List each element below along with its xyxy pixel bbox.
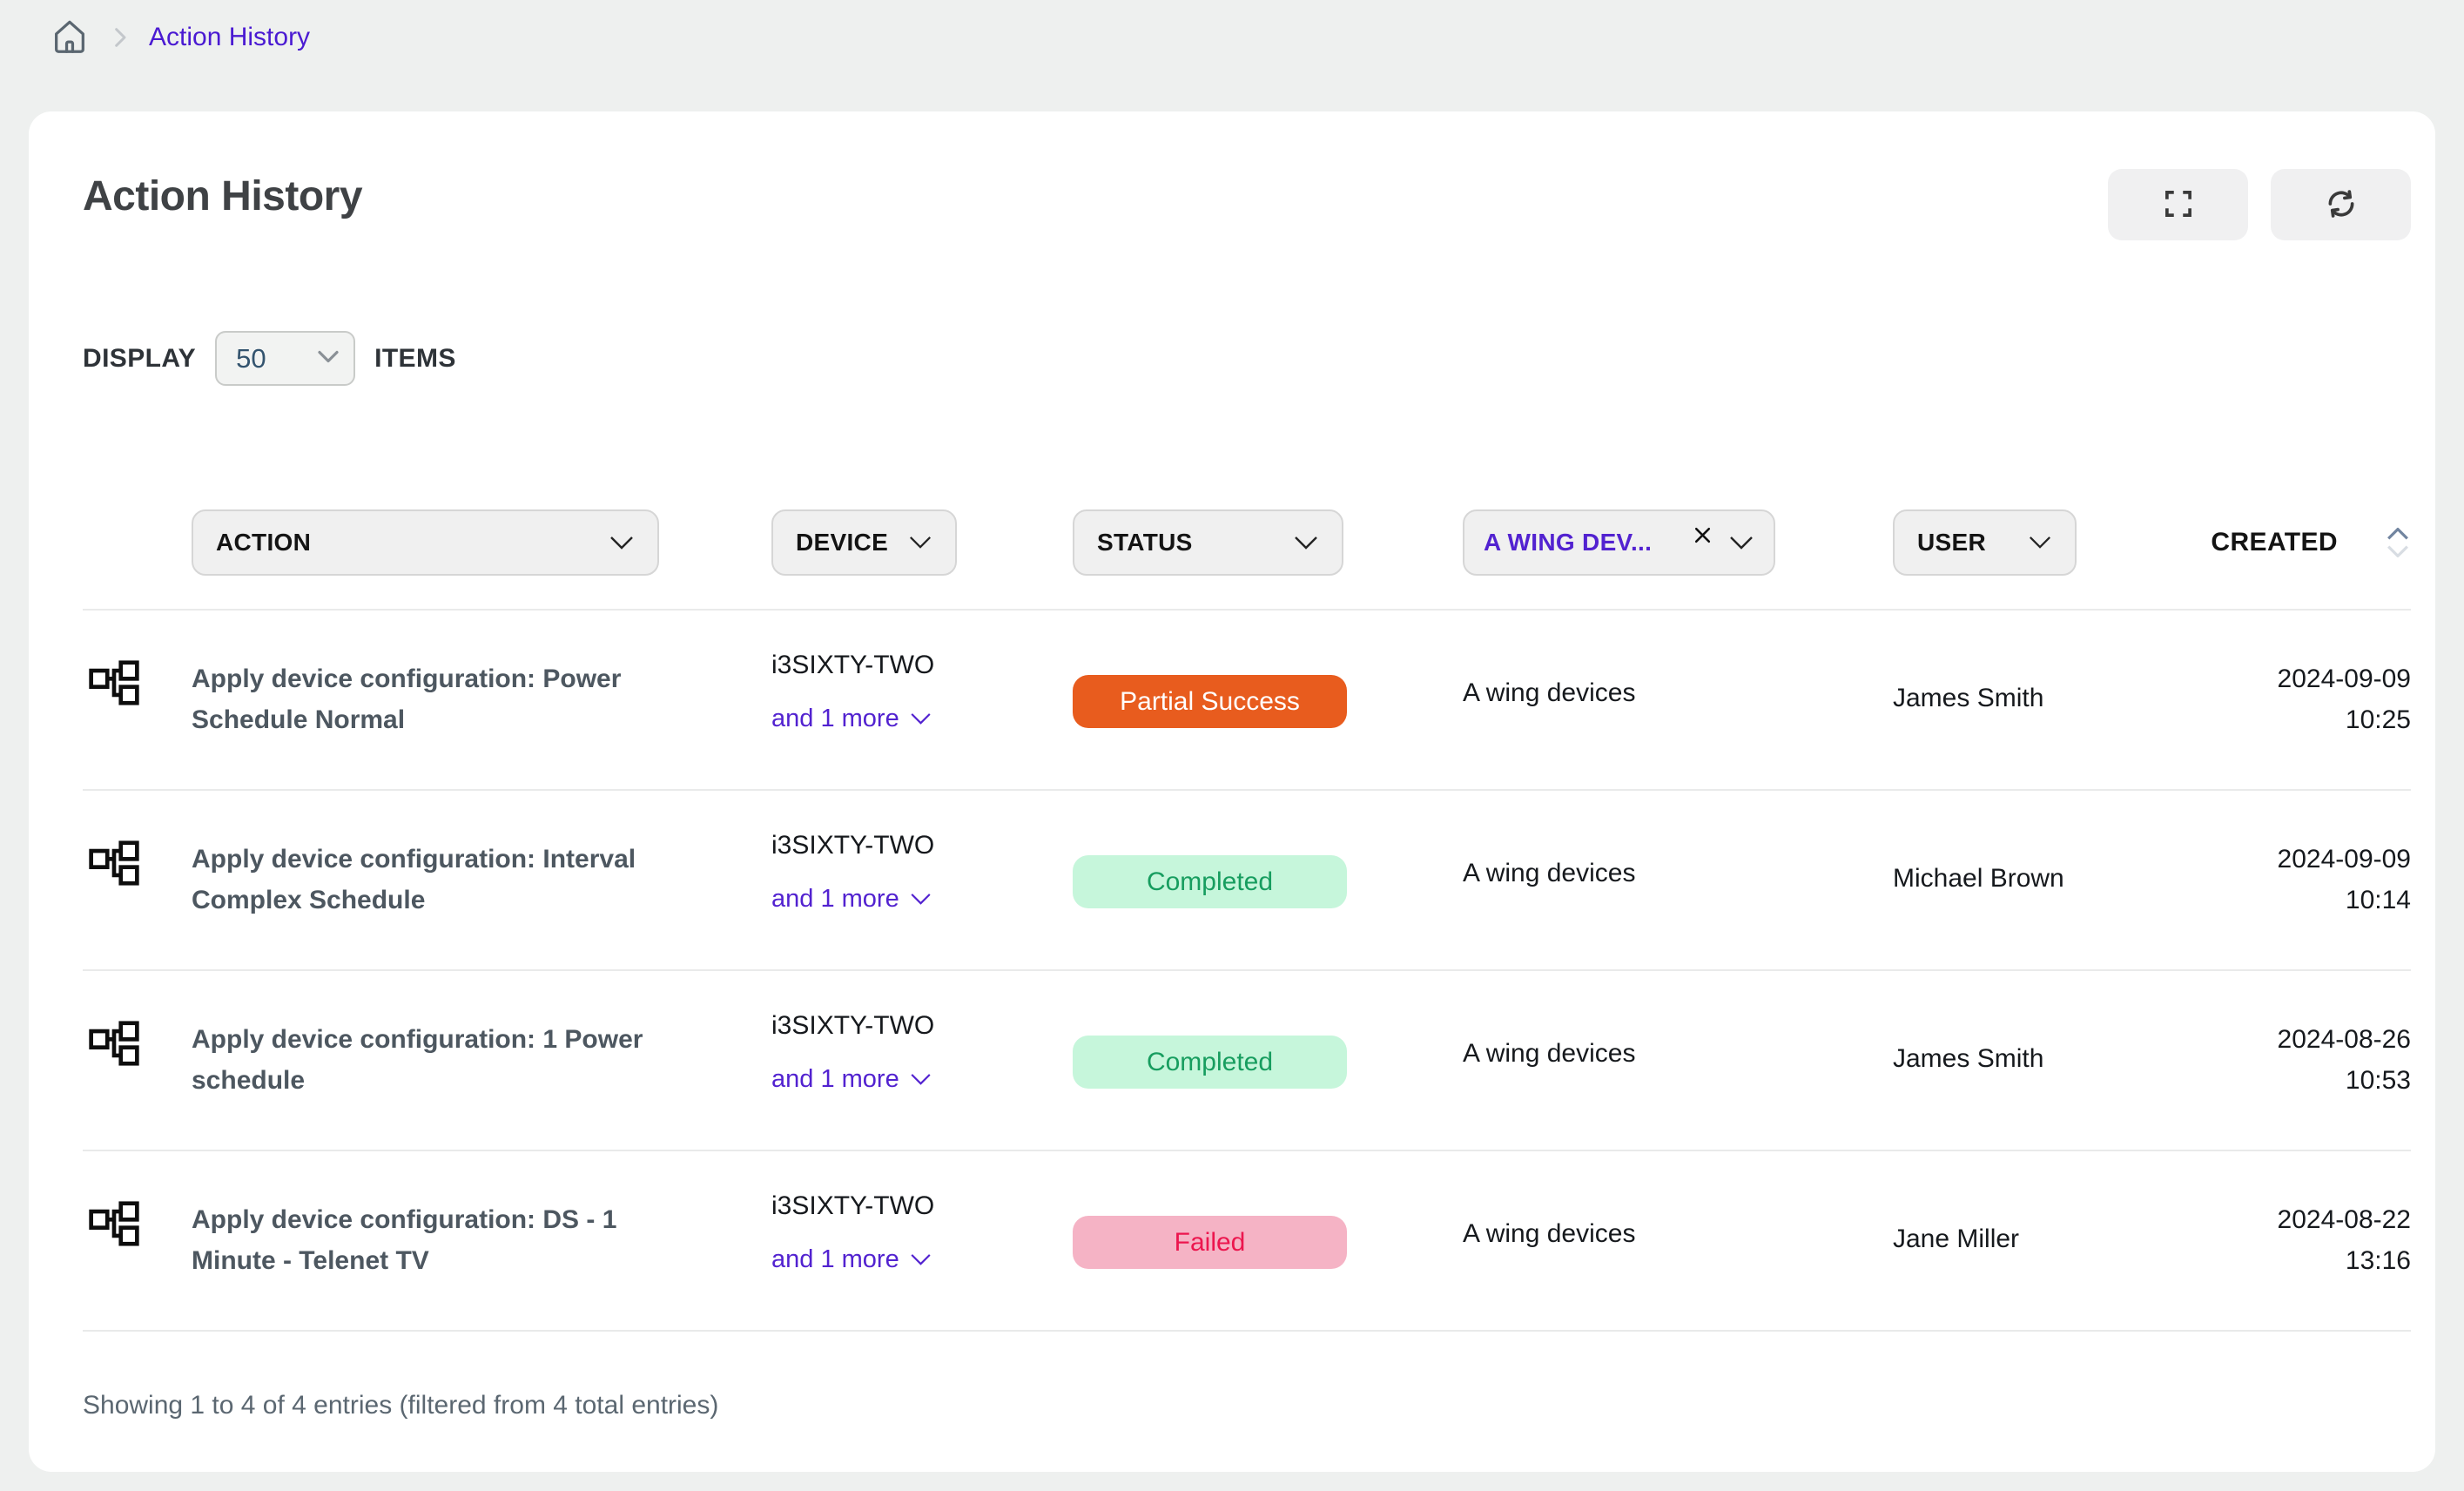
chevron-down-icon	[2030, 536, 2050, 549]
user-name: James Smith	[1893, 684, 2044, 712]
fullscreen-button[interactable]	[2108, 169, 2248, 240]
device-group: A wing devices	[1463, 859, 1636, 887]
sitemap-icon	[83, 651, 192, 714]
table-row: Apply device configuration: Power Schedu…	[83, 611, 2411, 791]
fullscreen-icon	[2160, 186, 2197, 225]
breadcrumb-link-action-history[interactable]: Action History	[149, 23, 311, 51]
action-filter-label: ACTION	[216, 529, 312, 556]
home-icon	[50, 17, 90, 59]
created-header-label: CREATED	[2211, 528, 2338, 557]
created-cell: 2024-08-22 13:16	[2203, 1191, 2411, 1281]
refresh-icon	[2322, 185, 2360, 226]
status-badge: Completed	[1073, 1036, 1347, 1089]
action-filter-button[interactable]: ACTION	[192, 509, 659, 576]
device-group: A wing devices	[1463, 1039, 1636, 1068]
chevron-down-icon	[1295, 536, 1317, 550]
created-date: 2024-09-09	[2277, 845, 2411, 874]
items-per-page-select[interactable]: 50	[215, 331, 356, 386]
sitemap-icon	[83, 1011, 192, 1075]
chevron-right-icon	[105, 24, 133, 51]
device-filter-label: DEVICE	[796, 529, 889, 556]
status-cell: Completed	[1073, 1011, 1463, 1089]
action-title: Apply device configuration: Interval Com…	[192, 845, 636, 914]
chevron-down-icon	[910, 536, 931, 549]
device-name: i3SIXTY-TWO	[771, 1011, 935, 1040]
chevron-down-icon	[911, 1074, 931, 1085]
status-cell: Partial Success	[1073, 651, 1463, 728]
user-name: Jane Miller	[1893, 1225, 2020, 1253]
sitemap-icon	[83, 831, 192, 894]
chevron-down-icon	[911, 894, 931, 905]
action-title: Apply device configuration: 1 Power sche…	[192, 1025, 643, 1095]
action-history-card: Action History	[29, 111, 2435, 1472]
created-date: 2024-09-09	[2277, 665, 2411, 693]
status-badge: Failed	[1073, 1216, 1347, 1269]
user-filter-label: USER	[1917, 529, 1986, 556]
chevron-down-icon	[911, 1254, 931, 1265]
chevron-down-icon	[610, 536, 633, 550]
display-control: DISPLAY 50 ITEMS	[83, 331, 2411, 386]
table-row: Apply device configuration: 1 Power sche…	[83, 971, 2411, 1151]
device-name: i3SIXTY-TWO	[771, 1191, 935, 1220]
table-row: Apply device configuration: DS - 1 Minut…	[83, 1151, 2411, 1332]
page-title: Action History	[83, 173, 363, 219]
user-filter-button[interactable]: USER	[1893, 509, 2077, 576]
header-actions	[2108, 169, 2411, 240]
device-more-link[interactable]: and 1 more	[771, 885, 1073, 914]
created-time: 10:25	[2345, 705, 2411, 734]
created-cell: 2024-09-09 10:25	[2203, 651, 2411, 740]
created-time: 10:14	[2345, 885, 2411, 914]
created-time: 10:53	[2345, 1065, 2411, 1095]
created-cell: 2024-09-09 10:14	[2203, 831, 2411, 921]
status-badge: Partial Success	[1073, 675, 1347, 728]
device-cell: i3SIXTY-TWO and 1 more	[771, 651, 1073, 733]
sort-desc-icon	[2387, 545, 2408, 558]
created-date: 2024-08-22	[2277, 1205, 2411, 1234]
device-name: i3SIXTY-TWO	[771, 831, 935, 860]
created-time: 13:16	[2345, 1245, 2411, 1275]
items-per-page-value: 50	[236, 342, 266, 374]
status-cell: Completed	[1073, 831, 1463, 908]
created-column-header[interactable]: CREATED	[2203, 526, 2411, 559]
home-breadcrumb-button[interactable]	[50, 17, 90, 59]
clear-filter-icon[interactable]	[1691, 523, 1714, 547]
chevron-down-icon	[1730, 536, 1753, 550]
group-filter-button[interactable]: A WING DEV...	[1463, 509, 1775, 576]
action-title: Apply device configuration: DS - 1 Minut…	[192, 1205, 617, 1275]
table-row: Apply device configuration: Interval Com…	[83, 791, 2411, 971]
sort-icons[interactable]	[2385, 526, 2411, 559]
device-filter-button[interactable]: DEVICE	[771, 509, 957, 576]
user-name: James Smith	[1893, 1044, 2044, 1073]
device-name: i3SIXTY-TWO	[771, 651, 935, 679]
breadcrumb: Action History	[0, 0, 2464, 111]
device-group: A wing devices	[1463, 678, 1636, 707]
sitemap-icon	[83, 1191, 192, 1255]
chevron-down-icon	[317, 349, 340, 368]
status-filter-button[interactable]: STATUS	[1073, 509, 1343, 576]
created-date: 2024-08-26	[2277, 1025, 2411, 1054]
chevron-down-icon	[911, 713, 931, 725]
device-group: A wing devices	[1463, 1219, 1636, 1248]
status-filter-label: STATUS	[1097, 529, 1193, 556]
device-more-link[interactable]: and 1 more	[771, 1245, 1073, 1274]
device-cell: i3SIXTY-TWO and 1 more	[771, 1191, 1073, 1274]
refresh-button[interactable]	[2271, 169, 2411, 240]
device-cell: i3SIXTY-TWO and 1 more	[771, 1011, 1073, 1094]
sort-asc-icon	[2387, 527, 2408, 540]
device-more-link[interactable]: and 1 more	[771, 1065, 1073, 1094]
display-label: DISPLAY	[83, 343, 197, 373]
group-filter-label: A WING DEV...	[1484, 529, 1653, 556]
status-badge: Completed	[1073, 855, 1347, 908]
entries-summary: Showing 1 to 4 of 4 entries (filtered fr…	[83, 1391, 719, 1420]
card-header: Action History	[83, 169, 2411, 240]
created-cell: 2024-08-26 10:53	[2203, 1011, 2411, 1101]
status-cell: Failed	[1073, 1191, 1463, 1269]
action-title: Apply device configuration: Power Schedu…	[192, 665, 622, 734]
user-name: Michael Brown	[1893, 864, 2064, 893]
device-cell: i3SIXTY-TWO and 1 more	[771, 831, 1073, 914]
table-header-row: ACTION DEVICE STATUS A WING DEV...	[83, 509, 2411, 611]
items-label: ITEMS	[374, 343, 456, 373]
device-more-link[interactable]: and 1 more	[771, 705, 1073, 733]
